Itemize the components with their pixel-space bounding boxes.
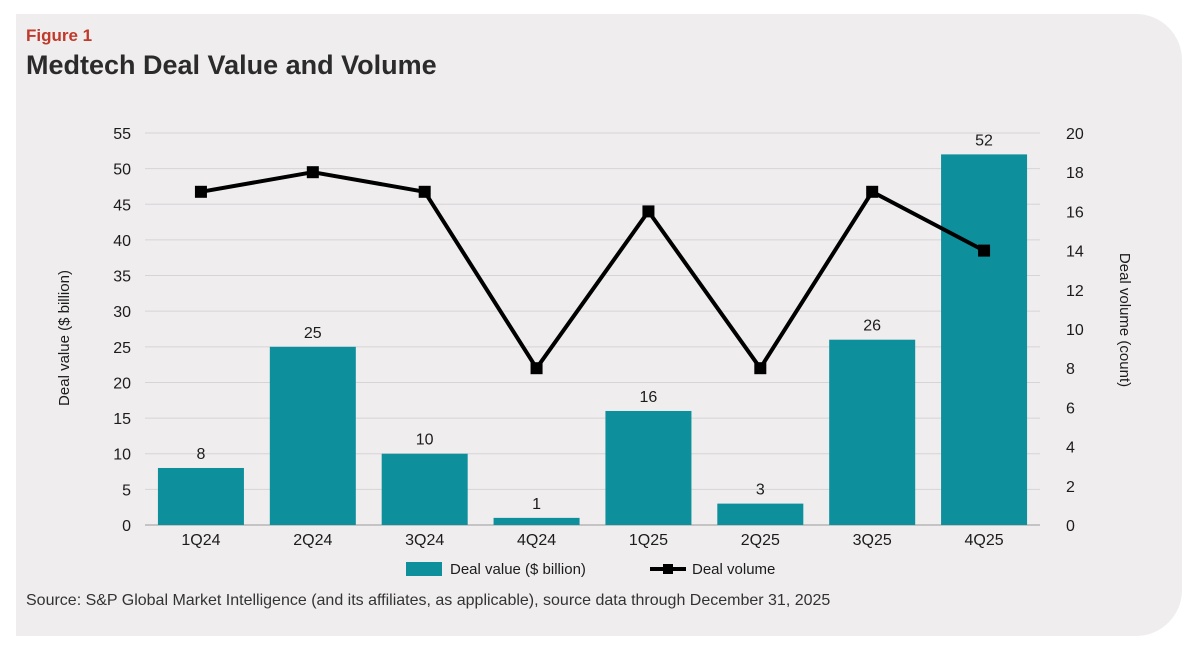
left-tick-label: 10 <box>113 447 131 464</box>
bar <box>269 346 356 525</box>
deal-volume-marker <box>306 166 319 179</box>
x-axis-ticks: 1Q24 2Q24 3Q24 4Q24 1Q25 2Q25 3Q25 4Q25 <box>181 532 1003 549</box>
deal-volume-marker <box>866 185 879 198</box>
bar-data-label: 26 <box>863 318 881 335</box>
right-tick-label: 6 <box>1066 400 1075 417</box>
right-tick-label: 20 <box>1066 126 1084 143</box>
deal-volume-marker <box>978 244 991 257</box>
left-tick-label: 20 <box>113 375 131 392</box>
bar <box>381 453 468 525</box>
y-axis-label-right: Deal volume (count) <box>1116 253 1133 387</box>
figure-label: Figure 1 <box>26 26 93 45</box>
bar-data-label: 1 <box>532 496 541 513</box>
left-tick-label: 30 <box>113 304 131 321</box>
x-tick-label: 4Q24 <box>517 532 556 549</box>
chart-title: Medtech Deal Value and Volume <box>26 50 437 80</box>
bar-data-label: 25 <box>304 325 322 342</box>
right-tick-label: 8 <box>1066 361 1075 378</box>
right-tick-label: 2 <box>1066 479 1075 496</box>
source-note: Source: S&P Global Market Intelligence (… <box>26 592 831 609</box>
deal-volume-marker <box>418 185 431 198</box>
bar-data-label: 3 <box>756 482 765 499</box>
bar <box>941 154 1028 525</box>
left-tick-label: 35 <box>113 269 131 286</box>
right-tick-label: 10 <box>1066 322 1084 339</box>
x-tick-label: 4Q25 <box>964 532 1003 549</box>
bar-data-label: 52 <box>975 132 993 149</box>
bar-data-label: 10 <box>416 432 434 449</box>
left-tick-label: 25 <box>113 340 131 357</box>
legend-label-deal-value: Deal value ($ billion) <box>450 561 586 578</box>
left-tick-label: 50 <box>113 162 131 179</box>
x-tick-label: 1Q24 <box>181 532 220 549</box>
x-tick-label: 2Q25 <box>741 532 780 549</box>
bar-series <box>157 154 1028 525</box>
x-tick-label: 2Q24 <box>293 532 332 549</box>
deal-volume-marker <box>194 185 207 198</box>
legend-swatch-deal-value <box>406 562 442 576</box>
deal-volume-marker <box>530 362 543 375</box>
bar-data-label: 8 <box>196 446 205 463</box>
left-tick-label: 15 <box>113 411 131 428</box>
right-tick-label: 16 <box>1066 204 1084 221</box>
left-tick-label: 55 <box>113 126 131 143</box>
y-axis-label-left: Deal value ($ billion) <box>56 270 73 406</box>
bar <box>493 517 580 525</box>
bar <box>157 467 244 525</box>
deal-volume-marker <box>642 205 655 218</box>
right-tick-label: 0 <box>1066 518 1075 535</box>
right-tick-label: 4 <box>1066 440 1075 457</box>
right-tick-label: 12 <box>1066 283 1084 300</box>
bar <box>829 339 916 525</box>
bar <box>605 410 692 525</box>
right-tick-label: 18 <box>1066 165 1084 182</box>
right-tick-label: 14 <box>1066 244 1084 261</box>
left-tick-label: 45 <box>113 197 131 214</box>
x-tick-label: 1Q25 <box>629 532 668 549</box>
deal-volume-marker <box>754 362 767 375</box>
deal-volume-line <box>200 170 985 371</box>
left-tick-label: 40 <box>113 233 131 250</box>
legend-marker-deal-volume <box>663 564 673 574</box>
bar-data-labels: 8 25 10 1 16 3 26 52 <box>196 132 993 512</box>
bar <box>717 503 804 525</box>
left-tick-label: 5 <box>122 482 131 499</box>
line-series <box>194 166 991 375</box>
x-tick-label: 3Q25 <box>853 532 892 549</box>
left-tick-label: 0 <box>122 518 131 535</box>
x-tick-label: 3Q24 <box>405 532 444 549</box>
right-axis-ticks: 0 2 4 6 8 10 12 14 16 18 20 <box>1066 126 1084 535</box>
legend-label-deal-volume: Deal volume <box>692 561 775 578</box>
left-axis-ticks: 0 5 10 15 20 25 30 35 40 45 50 55 <box>113 126 131 535</box>
bar-data-label: 16 <box>640 389 658 406</box>
legend: Deal value ($ billion) Deal volume <box>406 561 775 578</box>
